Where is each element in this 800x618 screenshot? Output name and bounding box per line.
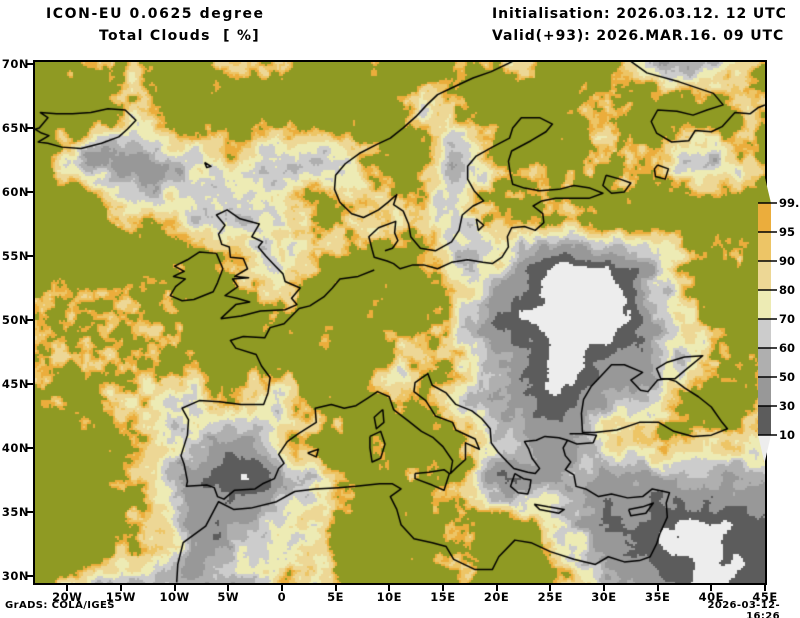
lon-tick [441, 585, 444, 591]
colorbar-tick-label: 70 [779, 312, 795, 326]
colorbar-segment [758, 319, 771, 348]
colorbar-tick-label: 95 [779, 225, 795, 239]
lon-tick [495, 585, 498, 591]
colorbar-segment [758, 261, 771, 290]
lat-tick [27, 510, 34, 513]
lat-tick [27, 190, 34, 193]
lon-label: 35E [644, 590, 671, 604]
colorbar-segment [758, 232, 771, 261]
lon-label: 15W [105, 590, 136, 604]
colorbar-top-arrow [758, 176, 771, 203]
lon-tick [280, 585, 283, 591]
lon-tick [227, 585, 230, 591]
colorbar-segment [758, 203, 771, 232]
lat-label: 40N [1, 440, 29, 455]
variable-title: Total Clouds [ %] [99, 28, 260, 44]
lon-tick [656, 585, 659, 591]
page-title: ICON-EU 0.0625 degree [46, 6, 265, 22]
colorbar-tick-label: 10 [779, 428, 795, 442]
lat-tick [27, 446, 34, 449]
lon-label: 10E [376, 590, 402, 604]
lon-tick [334, 585, 337, 591]
lat-label: 60N [1, 184, 29, 199]
lat-label: 70N [1, 56, 29, 71]
colorbar-tick-label: 50 [779, 370, 795, 384]
lat-tick [27, 318, 34, 321]
colorbar-segment [758, 406, 771, 435]
lat-tick [27, 382, 34, 385]
colorbar-tick-label: 99.5 [779, 196, 800, 210]
colorbar-tick-label: 90 [779, 254, 795, 268]
lon-tick [173, 585, 176, 591]
colorbar-tick-label: 80 [779, 283, 795, 297]
lon-label: 40E [698, 590, 724, 604]
lon-label: 30E [591, 590, 617, 604]
lon-tick [764, 585, 766, 591]
lon-tick [119, 585, 122, 591]
lon-tick [602, 585, 605, 591]
lat-label: 50N [1, 312, 29, 327]
lat-label: 30N [1, 568, 29, 583]
lat-tick [27, 574, 34, 577]
valid-time: Valid(+93): 2026.MAR.16. 09 UTC [492, 28, 785, 44]
lat-tick [27, 62, 34, 65]
lat-label: 55N [1, 248, 29, 263]
lon-label: 45E [752, 590, 778, 604]
lon-label: 15E [430, 590, 456, 604]
colorbar-tick-label: 30 [779, 399, 795, 413]
lat-label: 45N [1, 376, 29, 391]
lon-tick [388, 585, 391, 591]
lon-tick [549, 585, 552, 591]
colorbar-legend: 99.5 95 90 80 70 60 50 30 10 [758, 176, 800, 463]
creation-timestamp: 2026-03-12-16:26 [707, 600, 780, 618]
lon-tick [66, 585, 69, 591]
lon-label: 20W [52, 590, 83, 604]
colorbar-segment [758, 348, 771, 377]
lat-tick [27, 254, 34, 257]
lat-tick [27, 126, 34, 129]
cloud-cover-map [35, 62, 765, 583]
lon-label: 25E [537, 590, 563, 604]
lat-label: 65N [1, 120, 29, 135]
lon-tick [710, 585, 713, 591]
lat-label: 35N [1, 504, 29, 519]
lon-label: 10W [159, 590, 190, 604]
colorbar-bottom-arrow [758, 435, 771, 463]
lon-label: 20E [483, 590, 510, 604]
grads-credit: GrADS: COLA/IGES [5, 600, 115, 611]
colorbar-tick-label: 60 [779, 341, 795, 355]
lon-label: 5E [327, 590, 344, 604]
lon-label: 5W [217, 590, 240, 604]
colorbar-segment [758, 377, 771, 406]
initialisation-time: Initialisation: 2026.03.12. 12 UTC [492, 6, 787, 22]
lon-label: 0 [277, 590, 287, 604]
colorbar-segment [758, 290, 771, 319]
